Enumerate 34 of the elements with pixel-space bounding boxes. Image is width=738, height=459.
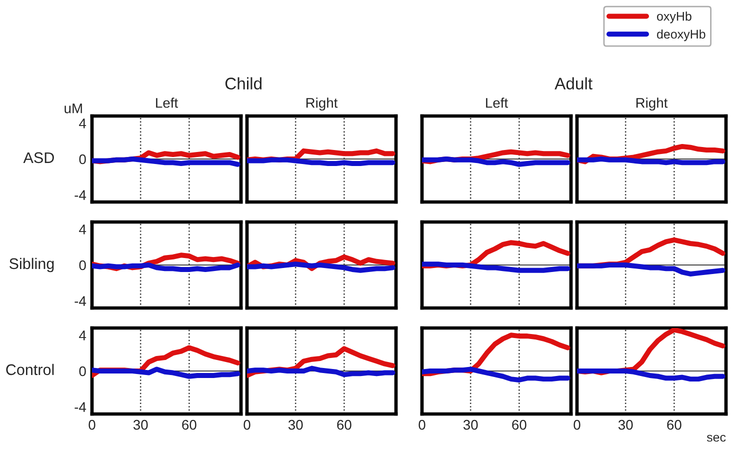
x-tick-label: 0 [574, 420, 580, 430]
chart-title: Right [306, 98, 338, 111]
x-tick-label: 0 [88, 420, 96, 430]
x-tick-label: 60 [667, 420, 682, 430]
x-tick-label: 30 [288, 420, 303, 430]
x-tick-label: 0 [418, 420, 426, 430]
y-tick-label: 4 [79, 224, 86, 234]
x-tick-label: 30 [618, 420, 633, 430]
y-tick-label: 0 [79, 154, 86, 164]
text: Child [225, 77, 262, 90]
chart-title: Left [156, 98, 178, 108]
y-tick-label: 0 [79, 260, 86, 270]
x-tick-label: 30 [463, 420, 478, 430]
y-axis-title: Sibling [9, 258, 54, 272]
legend-label: deoxyHb [657, 29, 706, 42]
text: uM [64, 104, 82, 114]
y-tick-label: -4 [74, 296, 86, 306]
y-axis-title: ASD [23, 152, 54, 164]
x-tick-label: 60 [182, 420, 196, 430]
y-tick-label: 0 [79, 366, 86, 376]
text: Adult [554, 77, 592, 90]
x-tick-label: 0 [244, 420, 250, 430]
chart-title: Left [486, 98, 508, 108]
chart-title: Right [636, 98, 668, 111]
y-axis-title: Control [6, 364, 54, 376]
x-axis-title: sec [706, 434, 726, 442]
x-tick-label: 60 [337, 420, 352, 430]
y-tick-label: -4 [74, 190, 86, 200]
legend-label: oxyHb [657, 12, 692, 24]
x-tick-label: 30 [133, 420, 148, 430]
y-tick-label: -4 [74, 402, 86, 412]
y-tick-label: 4 [79, 118, 86, 128]
y-tick-label: 4 [79, 330, 86, 340]
x-tick-label: 60 [512, 420, 526, 430]
